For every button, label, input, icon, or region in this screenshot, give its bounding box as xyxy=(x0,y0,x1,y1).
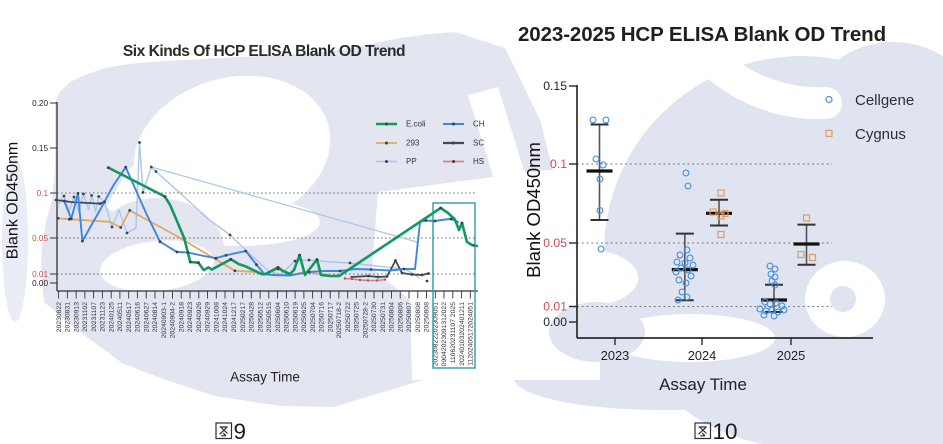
svg-text:Blank OD450nm: Blank OD450nm xyxy=(523,142,544,278)
svg-text:20250217: 20250217 xyxy=(240,302,247,332)
svg-text:0.20: 0.20 xyxy=(32,99,48,108)
svg-text:Cygnus: Cygnus xyxy=(855,126,906,143)
svg-text:20250804: 20250804 xyxy=(389,302,396,332)
svg-text:20240923: 20240923 xyxy=(187,302,194,332)
svg-text:0.01: 0.01 xyxy=(543,300,567,314)
svg-text:0.00: 0.00 xyxy=(543,315,567,329)
svg-text:20240125: 20240125 xyxy=(108,302,115,332)
svg-text:20250718-2: 20250718-2 xyxy=(336,302,343,339)
svg-text:20240929: 20240929 xyxy=(205,302,212,332)
svg-text:2024: 2024 xyxy=(688,348,716,363)
svg-text:2025: 2025 xyxy=(777,348,805,363)
svg-text:20250731: 20250731 xyxy=(380,302,387,332)
svg-text:20250808: 20250808 xyxy=(424,302,431,332)
svg-text:0.05: 0.05 xyxy=(32,234,48,243)
svg-text:20230822: 20230822 xyxy=(56,302,63,332)
svg-text:20240814: 20240814 xyxy=(152,302,159,332)
svg-text:20250806: 20250806 xyxy=(397,302,404,332)
svg-text:20240616: 20240616 xyxy=(135,302,142,332)
svg-text:20240517: 20240517 xyxy=(126,302,133,332)
svg-text:Assay Time: Assay Time xyxy=(659,375,747,394)
svg-text:20250610: 20250610 xyxy=(284,302,291,332)
svg-text:09042023091312022: 09042023091312022 xyxy=(441,302,448,366)
svg-text:20250716: 20250716 xyxy=(319,302,326,332)
svg-text:20240511: 20240511 xyxy=(117,302,124,332)
svg-text:Assay Time: Assay Time xyxy=(230,370,300,385)
svg-text:293: 293 xyxy=(406,139,420,148)
svg-text:20250512: 20250512 xyxy=(257,302,264,332)
svg-text:20241217: 20241217 xyxy=(231,302,238,332)
svg-text:20250807: 20250807 xyxy=(406,302,413,332)
svg-text:PP: PP xyxy=(406,157,417,166)
svg-text:HS: HS xyxy=(473,157,484,166)
svg-text:0.1: 0.1 xyxy=(550,157,567,171)
svg-text:0.05: 0.05 xyxy=(543,236,567,250)
svg-text:CH: CH xyxy=(473,120,485,129)
svg-text:20240627: 20240627 xyxy=(143,302,150,332)
svg-text:20250625: 20250625 xyxy=(301,302,308,332)
svg-text:11202405172024051: 11202405172024051 xyxy=(468,302,475,366)
svg-text:20231123: 20231123 xyxy=(100,302,107,332)
svg-text:20230822202309051: 20230822202309051 xyxy=(433,302,440,366)
svg-text:2023: 2023 xyxy=(601,348,629,363)
svg-text:0.00: 0.00 xyxy=(32,279,48,288)
svg-text:20240918: 20240918 xyxy=(178,302,185,332)
svg-text:20250722: 20250722 xyxy=(345,302,352,332)
svg-text:20231102: 20231102 xyxy=(82,302,89,332)
svg-text:9: 9 xyxy=(234,419,247,444)
svg-text:20250728-2: 20250728-2 xyxy=(362,302,369,339)
svg-text:20250808: 20250808 xyxy=(415,302,422,332)
svg-text:10: 10 xyxy=(713,419,738,444)
svg-text:20230831: 20230831 xyxy=(65,302,72,332)
svg-text:20250730: 20250730 xyxy=(371,302,378,332)
svg-text:20241024: 20241024 xyxy=(222,302,229,332)
svg-text:110620231107 2025: 110620231107 2025 xyxy=(450,302,457,364)
svg-text:20250604: 20250604 xyxy=(275,302,282,332)
svg-text:20240103202401211: 20240103202401211 xyxy=(459,302,466,366)
svg-text:Six Kinds Of HCP ELISA Blank O: Six Kinds Of HCP ELISA Blank OD Trend xyxy=(123,43,405,60)
svg-text:0.1: 0.1 xyxy=(37,189,49,198)
svg-text:SC: SC xyxy=(473,139,484,148)
svg-text:20240903-1: 20240903-1 xyxy=(161,302,168,339)
svg-text:20250428: 20250428 xyxy=(249,302,256,332)
svg-text:0.01: 0.01 xyxy=(32,270,48,279)
svg-text:Cellgene: Cellgene xyxy=(855,92,914,109)
svg-text:20230913: 20230913 xyxy=(73,302,80,332)
svg-text:2023-2025 HCP ELISA Blank OD T: 2023-2025 HCP ELISA Blank OD Trend xyxy=(518,23,886,46)
svg-text:20250619: 20250619 xyxy=(292,302,299,332)
svg-text:20250704: 20250704 xyxy=(310,302,317,332)
svg-text:20250725: 20250725 xyxy=(354,302,361,332)
svg-text:20231107: 20231107 xyxy=(91,302,98,332)
svg-text:E.coli: E.coli xyxy=(406,120,426,129)
svg-text:0.15: 0.15 xyxy=(543,79,567,93)
svg-text:20240926: 20240926 xyxy=(196,302,203,332)
svg-text:20240904-2: 20240904-2 xyxy=(170,302,177,339)
svg-text:20250717: 20250717 xyxy=(327,302,334,332)
svg-text:Blank OD450nm: Blank OD450nm xyxy=(5,142,22,259)
svg-text:20241008: 20241008 xyxy=(214,302,221,332)
svg-text:0.15: 0.15 xyxy=(32,144,48,153)
svg-text:20250515: 20250515 xyxy=(266,302,273,332)
